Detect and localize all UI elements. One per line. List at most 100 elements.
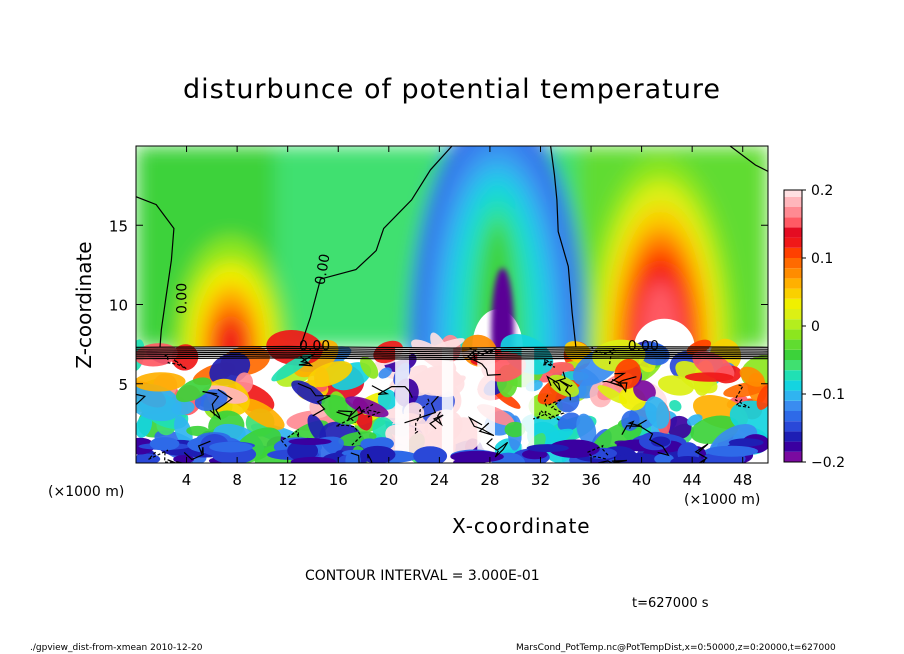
x-axis-label: X-coordinate <box>452 514 591 538</box>
turbulence-cell-200 <box>378 367 392 379</box>
x-tick-label-7: 32 <box>531 471 550 489</box>
colorbar-swatch-18 <box>784 268 802 279</box>
x-tick-label-4: 20 <box>379 471 398 489</box>
colorbar: 0.2 0.1 0 −0.1 −0.2 <box>783 183 845 471</box>
colorbar-label-0: 0.2 <box>811 183 833 199</box>
colorbar-swatch-24 <box>784 207 802 218</box>
time-annotation: t=627000 s <box>632 596 709 611</box>
contour-label-3: 0.00 <box>628 338 659 354</box>
turbulence-contour-1 <box>533 409 560 421</box>
turbulence-contour-27 <box>371 385 413 398</box>
y-tick-label-0: 5 <box>118 376 128 394</box>
x-tick-label-1: 8 <box>232 471 242 489</box>
surface-cell-29 <box>287 440 319 462</box>
turbulence-contour-7 <box>280 429 300 447</box>
turbulence-contour-16 <box>202 391 220 416</box>
turbulence-cell-213 <box>739 366 765 387</box>
colorbar-swatch-20 <box>784 247 802 258</box>
x-unit-label-left: (×1000 m) <box>48 484 125 500</box>
turbulence-contour-8 <box>297 382 331 417</box>
turbulence-cell-226 <box>548 374 580 398</box>
colorbar-swatch-7 <box>784 380 802 391</box>
surface-cell-49 <box>345 450 361 463</box>
surface-cell-32 <box>288 438 332 446</box>
turbulence-contour-6 <box>542 357 556 368</box>
colorbar-swatch-17 <box>784 278 802 289</box>
x-unit-label-right: (×1000 m) <box>684 492 761 508</box>
colorbar-swatch-9 <box>784 360 802 371</box>
stable-layer-line-3 <box>136 351 768 355</box>
surface-cell-54 <box>705 445 759 457</box>
colorbar-label-3: −0.1 <box>811 387 845 403</box>
colorbar-swatch-22 <box>784 227 802 238</box>
contour-label-1: 0.00 <box>312 253 333 286</box>
turbulence-cell-209 <box>271 353 313 382</box>
turbulence-cell-222 <box>345 396 389 418</box>
turbulence-cell-186 <box>136 383 182 422</box>
contour-lines <box>136 146 768 463</box>
y-tick-label-1: 10 <box>109 297 128 315</box>
plume-1 <box>441 347 454 463</box>
x-tick-label-3: 16 <box>329 471 348 489</box>
x-tick-label-9: 40 <box>632 471 651 489</box>
contour-zero-top-right <box>729 146 768 172</box>
surface-cell-59 <box>450 450 504 463</box>
turbulence-contour-31 <box>209 388 233 421</box>
colorbar-swatch-21 <box>784 237 802 248</box>
colorbar-swatch-13 <box>784 319 802 330</box>
surface-cell-43 <box>290 456 337 463</box>
turbulence-cell-51 <box>669 400 682 412</box>
turbulence-contour-17 <box>183 440 211 461</box>
colorbar-swatch-5 <box>784 400 802 411</box>
turbulence-contour-25 <box>336 405 363 422</box>
turbulence-contour-4 <box>429 411 444 430</box>
turbulence-cell-148 <box>291 380 326 405</box>
colorbar-swatch-26 <box>784 190 802 197</box>
turbulence-cell-23 <box>557 412 581 432</box>
surface-cell-58 <box>209 441 253 453</box>
turbulence-cell-189 <box>633 380 656 402</box>
colorbar-swatch-4 <box>784 411 802 422</box>
colorbar-swatch-14 <box>784 309 802 320</box>
surface-cell-45 <box>149 437 180 451</box>
turbulence-cell-147 <box>684 372 734 382</box>
x-tick-label-11: 48 <box>733 471 752 489</box>
turbulence-contour-21 <box>597 456 627 463</box>
turbulence-contour-0 <box>546 371 566 392</box>
turbulence-cell-144 <box>174 415 193 448</box>
stable-layer-line-5 <box>136 355 768 359</box>
footer-command: ./gpview_dist-from-xmean 2010-12-20 <box>30 643 203 653</box>
surface-cell-55 <box>650 436 671 447</box>
turbulence-cell-196 <box>638 342 670 366</box>
turbulence-contour-13 <box>694 443 709 463</box>
turbulence-cell-216 <box>175 377 212 403</box>
contour-label-2: 0.00 <box>299 338 330 354</box>
colorbar-swatch-25 <box>784 196 802 207</box>
colorbar-swatch-15 <box>784 298 802 309</box>
colorbar-swatch-6 <box>784 390 802 401</box>
turbulence-contour-14 <box>543 394 565 418</box>
turbulence-contour-24 <box>148 449 174 463</box>
colorbar-label-4: −0.2 <box>811 455 845 471</box>
turbulence-cell-20 <box>667 415 692 439</box>
colorbar-swatch-2 <box>784 431 802 442</box>
turbulence-cell-160 <box>657 375 694 396</box>
plume-2 <box>477 347 495 463</box>
surface-cell-42 <box>728 438 764 447</box>
colorbar-swatch-1 <box>784 441 802 452</box>
turbulence-cell-131 <box>239 398 285 430</box>
turbulence-contour-10 <box>359 403 381 418</box>
stable-layer-line-1 <box>136 347 768 351</box>
turbulence-cell-229 <box>756 384 768 410</box>
turbulence-cell-191 <box>504 421 526 438</box>
turbulence-cell-223 <box>136 372 186 392</box>
x-tick-label-10: 44 <box>683 471 702 489</box>
turbulence-cell-158 <box>360 356 379 379</box>
colorbar-swatch-23 <box>784 217 802 228</box>
turbulence-contour-5 <box>298 353 316 367</box>
turbulence-contour-15 <box>559 379 573 401</box>
x-tick-label-5: 24 <box>430 471 449 489</box>
stable-layer-line-2 <box>136 349 768 353</box>
